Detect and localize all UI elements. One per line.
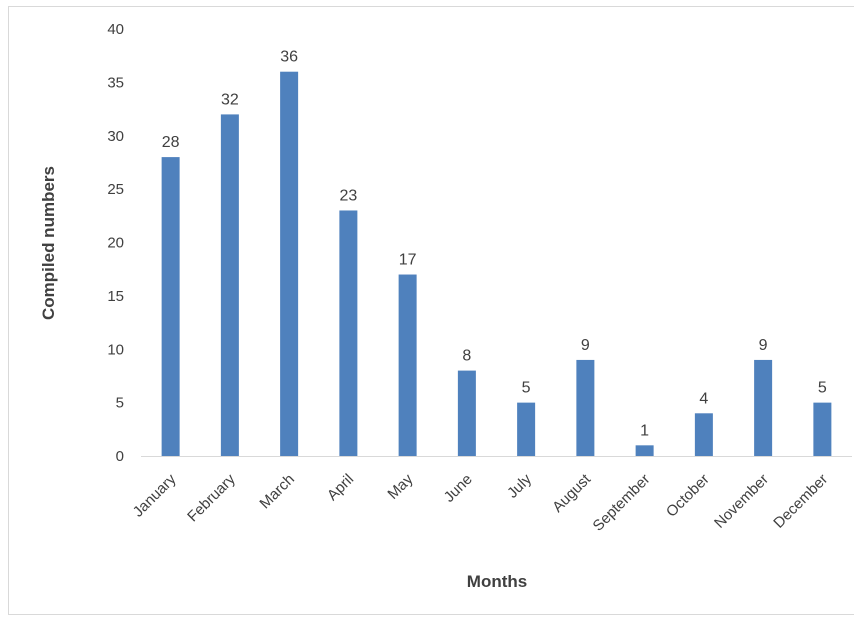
bar-february bbox=[220, 114, 239, 457]
x-axis-ticks: January February March April May June July Augu… bbox=[130, 470, 832, 534]
x-tick-label: July bbox=[504, 470, 535, 501]
data-label: 8 bbox=[462, 348, 471, 365]
x-tick-label: January bbox=[130, 470, 180, 520]
data-label: 9 bbox=[759, 337, 768, 354]
x-tick-label: February bbox=[184, 470, 239, 525]
y-tick-label: 20 bbox=[107, 235, 124, 252]
data-labels: 28 32 36 23 17 8 5 9 1 4 9 5 bbox=[162, 49, 827, 440]
y-tick-label: 40 bbox=[107, 21, 124, 38]
data-label: 4 bbox=[699, 390, 708, 407]
bar-november bbox=[754, 359, 773, 456]
x-tick-label: June bbox=[441, 471, 476, 506]
x-axis-title: Months bbox=[467, 572, 527, 591]
y-tick-label: 25 bbox=[107, 181, 124, 198]
y-tick-label: 35 bbox=[107, 74, 124, 91]
bars bbox=[161, 71, 832, 457]
bar-june bbox=[457, 370, 476, 456]
chart-frame bbox=[8, 6, 854, 615]
x-tick-label: November bbox=[711, 471, 772, 532]
y-tick-label: 15 bbox=[107, 288, 124, 305]
y-tick-label: 30 bbox=[107, 128, 124, 145]
data-label: 17 bbox=[399, 252, 417, 269]
y-tick-label: 0 bbox=[116, 448, 124, 465]
bar-july bbox=[517, 402, 536, 456]
x-tick-label: May bbox=[384, 470, 416, 502]
x-tick-label: March bbox=[256, 471, 297, 512]
bar-december bbox=[813, 402, 832, 456]
bar-march bbox=[280, 71, 299, 456]
bar-april bbox=[339, 210, 358, 456]
y-axis-title: Compiled numbers bbox=[39, 166, 58, 320]
y-tick-label: 5 bbox=[116, 395, 124, 412]
y-tick-label: 10 bbox=[107, 341, 124, 358]
bar-september bbox=[635, 445, 654, 456]
x-tick-label: October bbox=[663, 471, 713, 521]
data-label: 9 bbox=[581, 337, 590, 354]
x-tick-label: August bbox=[549, 470, 595, 516]
data-label: 23 bbox=[339, 187, 357, 204]
data-label: 36 bbox=[280, 49, 298, 66]
data-label: 5 bbox=[818, 380, 827, 397]
x-tick-label: April bbox=[324, 471, 357, 504]
data-label: 1 bbox=[640, 422, 649, 439]
data-label: 32 bbox=[221, 91, 239, 108]
bar-may bbox=[398, 274, 417, 456]
y-axis-ticks: 0 5 10 15 20 25 30 35 40 bbox=[107, 21, 124, 465]
bar-august bbox=[576, 359, 595, 456]
data-label: 5 bbox=[522, 380, 531, 397]
x-tick-label: September bbox=[590, 471, 654, 535]
data-label: 28 bbox=[162, 134, 180, 151]
x-tick-label: December bbox=[770, 471, 831, 532]
bar-january bbox=[161, 157, 180, 456]
bar-october bbox=[694, 413, 713, 456]
